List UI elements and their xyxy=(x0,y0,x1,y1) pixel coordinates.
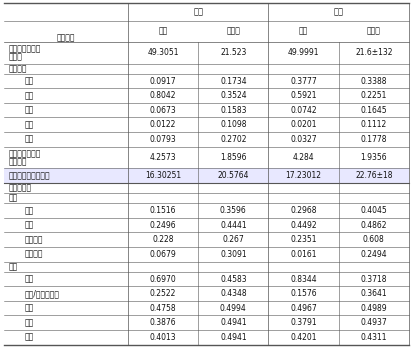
Text: 1.9356: 1.9356 xyxy=(361,153,387,162)
Text: 0.4758: 0.4758 xyxy=(150,304,176,313)
Text: 4.284: 4.284 xyxy=(293,153,314,162)
Text: 0.3876: 0.3876 xyxy=(150,318,176,327)
Text: 0.1098: 0.1098 xyxy=(220,120,247,129)
Text: 0.4348: 0.4348 xyxy=(220,289,247,298)
Text: 均値: 均値 xyxy=(159,27,168,36)
Text: 0.4967: 0.4967 xyxy=(290,304,317,313)
Text: 男山: 男山 xyxy=(334,8,344,17)
Text: 0.1734: 0.1734 xyxy=(220,77,247,86)
Text: 女山: 女山 xyxy=(193,8,203,17)
Text: 小城: 小城 xyxy=(25,206,34,215)
Text: 0.6970: 0.6970 xyxy=(150,275,176,284)
Text: 0.0122: 0.0122 xyxy=(150,120,176,129)
Text: 0.4583: 0.4583 xyxy=(220,275,247,284)
Text: 0.4013: 0.4013 xyxy=(150,333,176,342)
Text: 0.4045: 0.4045 xyxy=(361,206,387,215)
Text: 农口地区: 农口地区 xyxy=(25,235,43,244)
Text: 人口特征: 人口特征 xyxy=(57,34,75,43)
Text: 地区: 地区 xyxy=(8,194,17,203)
Text: 0.3596: 0.3596 xyxy=(220,206,247,215)
Text: 16.30251: 16.30251 xyxy=(145,171,181,180)
Text: 平均年龄（岁）: 平均年龄（岁） xyxy=(8,44,40,53)
Text: 0.608: 0.608 xyxy=(363,235,385,244)
Text: 家庭规模（人）: 家庭规模（人） xyxy=(8,149,40,158)
Text: 0.3091: 0.3091 xyxy=(220,250,247,259)
Text: 49.9991: 49.9991 xyxy=(288,48,319,57)
Text: 0.0742: 0.0742 xyxy=(290,106,317,115)
Text: 0.4862: 0.4862 xyxy=(361,221,387,230)
Text: 0.4989: 0.4989 xyxy=(361,304,387,313)
Text: 0.1583: 0.1583 xyxy=(220,106,247,115)
Text: 0.3791: 0.3791 xyxy=(290,318,317,327)
Text: 0.1516: 0.1516 xyxy=(150,206,176,215)
Text: 婚姻状况: 婚姻状况 xyxy=(8,64,27,73)
Text: 4.2573: 4.2573 xyxy=(150,153,176,162)
Text: 未婚: 未婚 xyxy=(25,91,34,100)
Text: 0.4941: 0.4941 xyxy=(220,318,247,327)
Text: 学生: 学生 xyxy=(25,318,34,327)
Text: 0.3524: 0.3524 xyxy=(220,91,247,100)
Text: 在职: 在职 xyxy=(25,275,34,284)
Text: 0.1645: 0.1645 xyxy=(361,106,387,115)
Text: 21.6±132: 21.6±132 xyxy=(355,48,392,57)
Text: 其他地区: 其他地区 xyxy=(25,250,43,259)
Text: 0.0201: 0.0201 xyxy=(290,120,317,129)
Text: 0.0793: 0.0793 xyxy=(150,135,176,144)
Text: 0.3718: 0.3718 xyxy=(361,275,387,284)
Text: 0.0327: 0.0327 xyxy=(290,135,317,144)
Text: 20.5764: 20.5764 xyxy=(218,171,249,180)
Text: 49.3051: 49.3051 xyxy=(147,48,179,57)
Text: 均値: 均値 xyxy=(299,27,308,36)
Text: 标准差: 标准差 xyxy=(226,27,240,36)
Text: 0.2968: 0.2968 xyxy=(290,206,317,215)
Text: 0.8344: 0.8344 xyxy=(290,275,317,284)
Text: 0.3388: 0.3388 xyxy=(361,77,387,86)
Text: 0.2702: 0.2702 xyxy=(220,135,247,144)
Text: 0.0917: 0.0917 xyxy=(150,77,176,86)
Text: 0.2494: 0.2494 xyxy=(361,250,387,259)
Text: 0.0679: 0.0679 xyxy=(150,250,176,259)
Text: 失业/内力人口层: 失业/内力人口层 xyxy=(25,289,60,298)
Text: 0.4311: 0.4311 xyxy=(361,333,387,342)
Text: 0.4492: 0.4492 xyxy=(290,221,317,230)
Text: 0.1778: 0.1778 xyxy=(361,135,387,144)
Text: 0.1112: 0.1112 xyxy=(361,120,387,129)
Text: 0.2496: 0.2496 xyxy=(150,221,176,230)
Text: 其他: 其他 xyxy=(25,333,34,342)
Text: 17.23012: 17.23012 xyxy=(285,171,322,180)
Text: 0.4441: 0.4441 xyxy=(220,221,247,230)
Text: 0.228: 0.228 xyxy=(152,235,174,244)
Text: 0.4994: 0.4994 xyxy=(220,304,247,313)
Text: 0.5921: 0.5921 xyxy=(290,91,317,100)
Text: 1.8596: 1.8596 xyxy=(220,153,247,162)
Text: 0.3641: 0.3641 xyxy=(361,289,387,298)
Text: 22.76±18: 22.76±18 xyxy=(355,171,392,180)
Text: 退休: 退休 xyxy=(25,304,34,313)
Text: 0.4941: 0.4941 xyxy=(220,333,247,342)
Text: 0.3777: 0.3777 xyxy=(290,77,317,86)
Text: 大山: 大山 xyxy=(25,135,34,144)
Text: 21.523: 21.523 xyxy=(220,48,247,57)
Text: 0.0673: 0.0673 xyxy=(150,106,176,115)
Text: 社区特征: 社区特征 xyxy=(8,157,27,166)
Text: 0.2351: 0.2351 xyxy=(290,235,317,244)
Text: 0.2522: 0.2522 xyxy=(150,289,176,298)
Text: 0.2251: 0.2251 xyxy=(361,91,387,100)
Text: 居住地特征: 居住地特征 xyxy=(8,183,31,192)
Text: 0.4937: 0.4937 xyxy=(361,318,387,327)
Text: 0.4201: 0.4201 xyxy=(290,333,317,342)
Text: 标准差: 标准差 xyxy=(8,52,22,61)
Text: 0.1576: 0.1576 xyxy=(290,289,317,298)
Text: 0.8042: 0.8042 xyxy=(150,91,176,100)
Text: 就业: 就业 xyxy=(8,262,17,271)
Text: 离婚: 离婚 xyxy=(25,106,34,115)
Text: 城市: 城市 xyxy=(25,221,34,230)
Text: 已婚: 已婚 xyxy=(25,77,34,86)
Bar xyxy=(4,168,409,183)
Text: 丧偶: 丧偶 xyxy=(25,120,34,129)
Text: 标准差: 标准差 xyxy=(367,27,381,36)
Text: 0.0161: 0.0161 xyxy=(290,250,317,259)
Text: 人均家庭收入（元）: 人均家庭收入（元） xyxy=(8,171,50,180)
Text: 0.267: 0.267 xyxy=(223,235,244,244)
